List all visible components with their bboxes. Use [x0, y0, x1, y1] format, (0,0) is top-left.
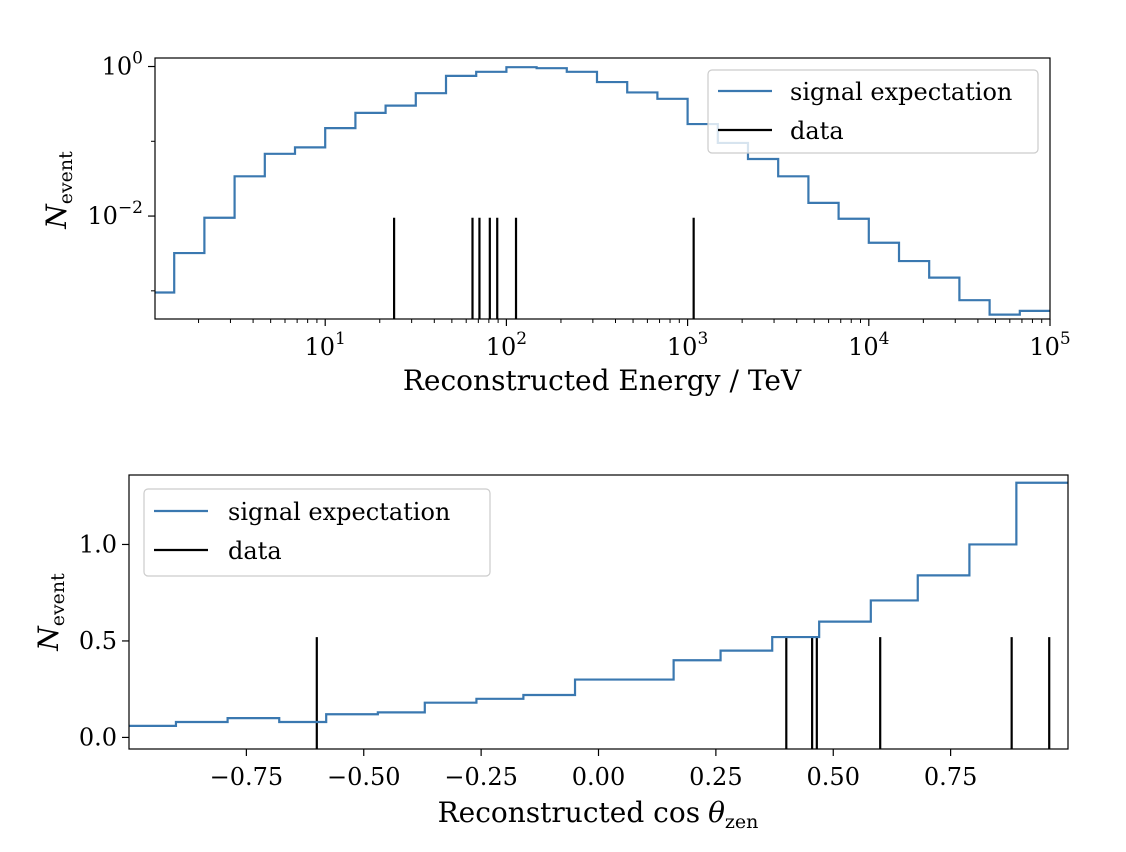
p2-signal-step-line	[129, 481, 1068, 727]
zenith-legend-data-label: data	[228, 537, 282, 565]
zenith-legend: signal expectation data	[143, 488, 491, 577]
p2-x-tick-label-6: 0.75	[924, 763, 977, 791]
p2-y-tick-label-2: 1.0	[79, 530, 117, 558]
zenith-series-layer	[129, 481, 1068, 749]
energy-series-layer	[155, 66, 1050, 319]
energy-legend: signal expectation data	[707, 69, 1039, 154]
p1-signal-step-line	[155, 66, 1050, 316]
p1-y-tick-label-1: 10−2	[87, 198, 143, 230]
energy-chart: 101 102 103 104 105 100 10−2 signal expectati…	[40, 49, 1071, 397]
zenith-legend-signal-label: signal expectation	[228, 498, 450, 526]
zenith-y-ticks: 0.0 0.5 1.0	[79, 530, 129, 751]
p1-x-tick-label-2: 103	[667, 329, 708, 361]
p1-x-tick-label-3: 104	[848, 329, 889, 361]
p2-x-tick-label-1: −0.50	[327, 763, 401, 791]
energy-y-ticks: 100 10−2	[87, 49, 155, 292]
p2-y-tick-label-1: 0.5	[79, 627, 117, 655]
zenith-x-axis-label: Reconstructed cos θzen	[438, 796, 759, 833]
energy-legend-data-label: data	[790, 117, 844, 145]
energy-legend-box	[707, 69, 1039, 154]
energy-legend-signal-label: signal expectation	[790, 78, 1012, 106]
p2-x-tick-label-0: −0.75	[210, 763, 284, 791]
zenith-x-ticks: −0.75 −0.50 −0.25 0.00 0.25 0.50 0.75	[210, 749, 977, 791]
zenith-chart: −0.75 −0.50 −0.25 0.00 0.25 0.50 0.75 0.0 0.5 1.…	[32, 474, 1069, 833]
p2-x-tick-label-3: 0.00	[572, 763, 625, 791]
energy-y-axis-label: Nevent	[40, 151, 77, 230]
p1-x-tick-label-1: 102	[486, 329, 527, 361]
energy-plot-frame	[154, 57, 1051, 320]
zenith-legend-box	[143, 488, 491, 577]
p2-x-tick-label-5: 0.50	[807, 763, 860, 791]
energy-x-axis-label: Reconstructed Energy / TeV	[403, 364, 802, 397]
energy-x-ticks: 101 102 103 104 105	[198, 319, 1071, 361]
p1-y-tick-label-0: 100	[102, 49, 143, 81]
p2-x-tick-label-4: 0.25	[689, 763, 742, 791]
p1-x-tick-label-4: 105	[1029, 329, 1070, 361]
zenith-y-axis-label: Nevent	[32, 573, 69, 652]
p2-y-tick-label-0: 0.0	[79, 723, 117, 751]
p2-x-tick-label-2: −0.25	[444, 763, 518, 791]
p1-x-tick-label-0: 101	[305, 329, 346, 361]
